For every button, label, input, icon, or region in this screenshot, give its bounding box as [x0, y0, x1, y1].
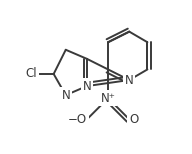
Text: N: N [125, 73, 134, 87]
Text: O: O [129, 113, 138, 126]
Text: N: N [83, 80, 91, 93]
Text: −O: −O [68, 113, 87, 126]
Text: N⁺: N⁺ [101, 92, 116, 105]
Text: Cl: Cl [25, 67, 37, 81]
Text: N: N [61, 89, 70, 102]
